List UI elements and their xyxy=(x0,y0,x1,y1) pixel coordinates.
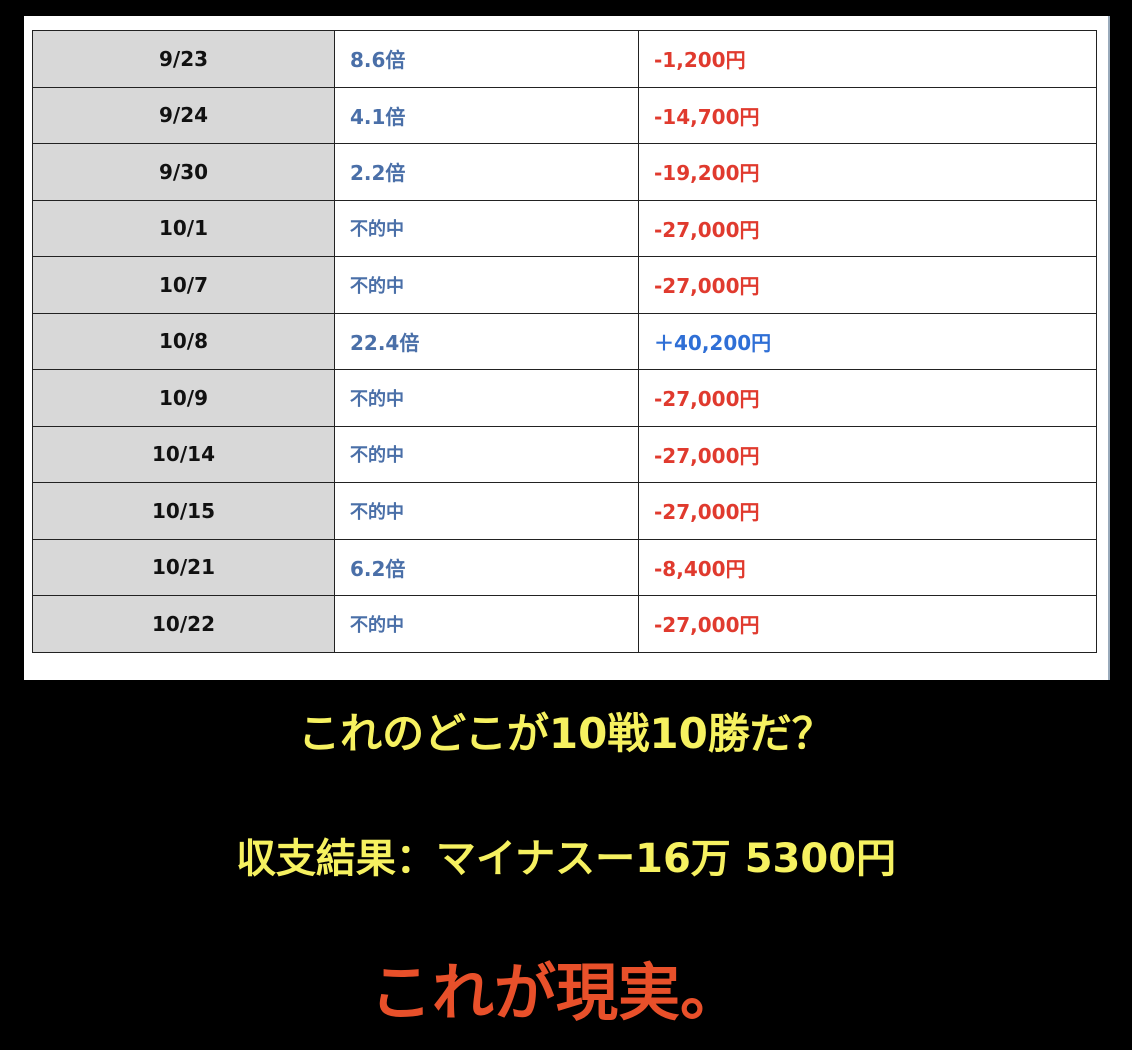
table-row: 10/21 6.2倍 -8,400円 xyxy=(32,538,1097,596)
odds-cell: 不的中 xyxy=(334,199,639,257)
date-cell: 10/1 xyxy=(32,199,335,257)
date-cell: 10/8 xyxy=(32,312,335,370)
result-cell: -14,700円 xyxy=(638,86,1097,144)
date-cell: 10/9 xyxy=(32,369,335,427)
date-cell: 9/30 xyxy=(32,143,335,201)
result-cell: -8,400円 xyxy=(638,538,1097,596)
table-row: 9/24 4.1倍 -14,700円 xyxy=(32,86,1097,144)
odds-cell: 2.2倍 xyxy=(334,143,639,201)
date-cell: 10/15 xyxy=(32,482,335,540)
table-row: 10/22 不的中 -27,000円 xyxy=(32,595,1097,653)
odds-cell: 不的中 xyxy=(334,482,639,540)
date-cell: 10/7 xyxy=(32,256,335,314)
table-row: 10/1 不的中 -27,000円 xyxy=(32,199,1097,257)
odds-cell: 4.1倍 xyxy=(334,86,639,144)
date-cell: 10/14 xyxy=(32,425,335,483)
table-row: 9/23 8.6倍 -1,200円 xyxy=(32,30,1097,88)
date-cell: 9/23 xyxy=(32,30,335,88)
odds-cell: 不的中 xyxy=(334,425,639,483)
date-cell: 10/21 xyxy=(32,538,335,596)
result-cell: ＋40,200円 xyxy=(638,312,1097,370)
result-cell: -1,200円 xyxy=(638,30,1097,88)
table-row: 9/30 2.2倍 -19,200円 xyxy=(32,143,1097,201)
table-row: 10/8 22.4倍 ＋40,200円 xyxy=(32,312,1097,370)
table-row: 10/15 不的中 -27,000円 xyxy=(32,482,1097,540)
odds-cell: 22.4倍 xyxy=(334,312,639,370)
date-cell: 10/22 xyxy=(32,595,335,653)
result-cell: -27,000円 xyxy=(638,595,1097,653)
result-cell: -27,000円 xyxy=(638,482,1097,540)
odds-cell: 不的中 xyxy=(334,595,639,653)
date-cell: 9/24 xyxy=(32,86,335,144)
result-cell: -27,000円 xyxy=(638,369,1097,427)
summary-caption: 収支結果：マイナスー16万 5300円 xyxy=(235,836,897,882)
table-row: 10/7 不的中 -27,000円 xyxy=(32,256,1097,314)
results-panel: 9/23 8.6倍 -1,200円 9/24 4.1倍 -14,700円 9/30 2.2倍 -… xyxy=(24,16,1110,680)
question-caption: これのどこが10戦10勝だ？ xyxy=(298,709,834,758)
result-cell: -19,200円 xyxy=(638,143,1097,201)
odds-cell: 不的中 xyxy=(334,256,639,314)
results-table: 9/23 8.6倍 -1,200円 9/24 4.1倍 -14,700円 9/30 2.2倍 -… xyxy=(32,30,1097,653)
result-cell: -27,000円 xyxy=(638,256,1097,314)
table-row: 10/9 不的中 -27,000円 xyxy=(32,369,1097,427)
odds-cell: 6.2倍 xyxy=(334,538,639,596)
odds-cell: 8.6倍 xyxy=(334,30,639,88)
result-cell: -27,000円 xyxy=(638,199,1097,257)
result-cell: -27,000円 xyxy=(638,425,1097,483)
conclusion-caption: これが現実。 xyxy=(369,956,742,1029)
odds-cell: 不的中 xyxy=(334,369,639,427)
table-row: 10/14 不的中 -27,000円 xyxy=(32,425,1097,483)
